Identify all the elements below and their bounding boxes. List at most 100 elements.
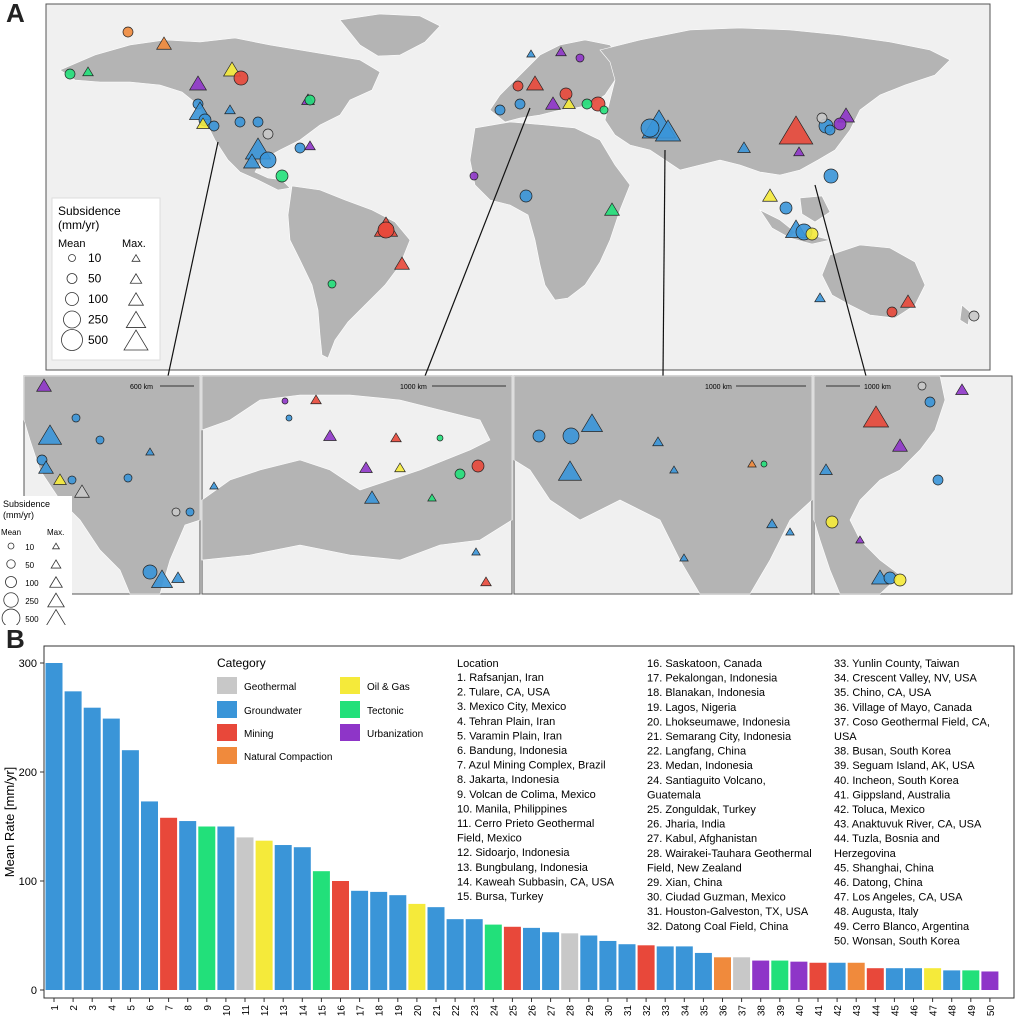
x-tick-label: 18 — [375, 1005, 386, 1017]
y-tick-label: 100 — [19, 876, 37, 888]
bar-21 — [427, 907, 445, 990]
inset-triangle-marker — [669, 465, 679, 474]
bar-24 — [484, 924, 502, 990]
x-tick-label: 42 — [833, 1005, 844, 1017]
subsidence-map-panel: Subsidence (mm/yr) Mean Max. 10 50 100 250 5… — [0, 3, 1013, 625]
world-map-triangle-marker — [394, 256, 410, 270]
bar-12 — [255, 840, 273, 990]
location-entry: 22. Langfang, China — [647, 746, 747, 758]
x-tick-label: 49 — [967, 1005, 978, 1017]
x-tick-label: 24 — [489, 1005, 500, 1017]
inset-circle-marker — [95, 435, 105, 445]
x-tick-label: 19 — [394, 1005, 405, 1017]
x-tick-label: 28 — [566, 1005, 577, 1017]
bar-14 — [293, 847, 311, 990]
world-map-circle-marker — [304, 94, 316, 106]
x-tick-label: 13 — [279, 1005, 290, 1017]
world-map-circle-marker — [262, 128, 274, 140]
inset-triangle-marker — [36, 378, 52, 392]
map-legend-triangle-icon — [129, 272, 143, 284]
inset-circle-marker — [932, 474, 944, 486]
world-map-triangle-marker — [737, 141, 751, 153]
inset-circle-marker — [123, 473, 133, 483]
world-map-triangle-marker — [604, 202, 620, 216]
map-legend-rows: 10 50 100 250 500 — [61, 251, 149, 351]
map-legend-circle-icon — [61, 329, 83, 351]
connector-line-east-asia — [814, 184, 867, 377]
x-tick-label: 6 — [146, 1005, 157, 1011]
x-tick-label: 1 — [50, 1005, 61, 1011]
inset-legend-units: (mm/yr) — [3, 510, 34, 520]
inset-triangle-marker — [53, 473, 67, 485]
legend-label: Tectonic — [367, 706, 404, 717]
inset-legend-triangle-icon — [48, 575, 64, 588]
x-tick-label: 31 — [623, 1005, 634, 1017]
world-map-triangle-marker — [900, 294, 916, 308]
bar-43 — [847, 962, 865, 990]
map-legend-value: 50 — [88, 272, 102, 286]
x-tick-label: 40 — [795, 1005, 806, 1017]
bar-7 — [160, 817, 178, 990]
bar-5 — [121, 750, 139, 990]
x-tick-label: 30 — [604, 1005, 615, 1017]
y-tick-label: 300 — [19, 658, 37, 670]
inset-legend-value: 500 — [25, 615, 39, 624]
bar-4 — [102, 718, 120, 990]
inset-legend-circle-icon — [5, 576, 17, 588]
bar-20 — [408, 903, 426, 990]
bar-25 — [503, 926, 521, 990]
world-map-circle-marker — [122, 26, 134, 38]
bar-36 — [714, 957, 731, 990]
inset-triangle-marker — [819, 463, 833, 475]
inset-triangle-marker — [862, 405, 890, 428]
location-entry: 35. Chino, CA, USA — [834, 687, 932, 699]
world-map-triangle-marker — [778, 115, 814, 145]
location-entry: Guatemala — [647, 789, 702, 801]
world-map-triangle-marker — [545, 96, 561, 110]
map-legend-value: 500 — [88, 333, 108, 347]
chart-bars — [45, 663, 999, 990]
inset-legend-value: 250 — [25, 597, 39, 606]
location-entry: 8. Jakarta, Indonesia — [457, 774, 560, 786]
bar-9 — [198, 826, 216, 990]
location-entry: Field, New Zealand — [647, 862, 742, 874]
x-tick-label: 34 — [680, 1005, 691, 1017]
chart-y-axis-ticks: 0 100 200 300 — [19, 658, 44, 997]
chart-x-axis-ticks: 1 2 3 4 5 6 7 8 9 10 11 12 13 14 15 16 17 18 19 20 21 22 23 24 2… — [50, 998, 997, 1016]
world-map-triangle-marker — [156, 36, 172, 50]
inset-middle-east-scale-label: 1000 km — [705, 384, 732, 391]
inset-legend-mean-label: Mean — [1, 528, 21, 537]
world-map-triangle-marker — [526, 49, 536, 58]
inset-legend-triangle-icon — [51, 542, 61, 550]
location-entry: 5. Varamin Plain, Iran — [457, 730, 562, 742]
inset-east-asia: 1000 km — [813, 375, 1013, 595]
inset-legend-triangle-icon — [46, 608, 66, 625]
x-tick-label: 35 — [699, 1005, 710, 1017]
location-entry: 21. Semarang City, Indonesia — [647, 731, 792, 743]
inset-triangle-marker — [557, 460, 583, 481]
legend-label: Groundwater — [244, 706, 302, 717]
inset-triangle-marker — [364, 490, 380, 504]
inset-triangle-marker — [171, 571, 185, 583]
world-map-triangle-marker — [814, 292, 826, 303]
inset-circle-marker — [893, 573, 907, 587]
world-map-triangle-marker — [82, 66, 94, 77]
bar-15 — [312, 871, 330, 990]
location-entry: 29. Xian, China — [647, 877, 723, 889]
bar-40 — [790, 961, 808, 990]
location-entry: 6. Bandung, Indonesia — [457, 745, 568, 757]
inset-circle-marker — [71, 413, 81, 423]
x-tick-label: 2 — [69, 1005, 80, 1011]
bar-10 — [217, 826, 235, 990]
inset-circle-marker — [436, 434, 444, 442]
bar-22 — [446, 919, 464, 990]
location-entry: 38. Busan, South Korea — [834, 746, 952, 758]
x-tick-label: 25 — [508, 1005, 519, 1017]
inset-triangle-marker — [359, 461, 373, 473]
map-legend-circle-icon — [68, 254, 76, 262]
location-entry: 41. Gippsland, Australia — [834, 789, 951, 801]
inset-legend-circle-icon — [6, 559, 16, 569]
bar-35 — [694, 952, 712, 990]
world-map-circle-marker — [377, 221, 395, 239]
